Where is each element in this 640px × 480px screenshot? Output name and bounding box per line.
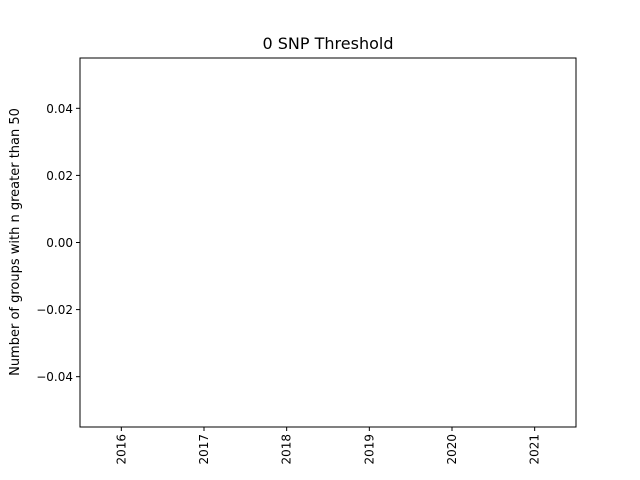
- x-tick-label: 2018: [280, 434, 294, 465]
- y-axis-label: Number of groups with n greater than 50: [8, 108, 23, 376]
- x-axis: 2016 2017 2018 2019 2020 2021: [114, 427, 542, 465]
- y-tick-label: 0.02: [46, 169, 73, 183]
- x-tick-label: 2021: [528, 434, 542, 465]
- x-tick-label: 2017: [197, 434, 211, 465]
- x-tick-label: 2019: [362, 434, 376, 465]
- y-tick-label: 0.04: [46, 102, 73, 116]
- x-tick-label: 2016: [114, 434, 128, 465]
- y-tick-label: −0.04: [36, 370, 73, 384]
- y-tick-label: −0.02: [36, 303, 73, 317]
- chart-title: 0 SNP Threshold: [263, 34, 394, 53]
- x-tick-label: 2020: [445, 434, 459, 465]
- y-tick-label: 0.00: [46, 236, 73, 250]
- plot-area-frame: [79, 57, 577, 428]
- y-axis: −0.04 −0.02 0.00 0.02 0.04: [36, 102, 80, 384]
